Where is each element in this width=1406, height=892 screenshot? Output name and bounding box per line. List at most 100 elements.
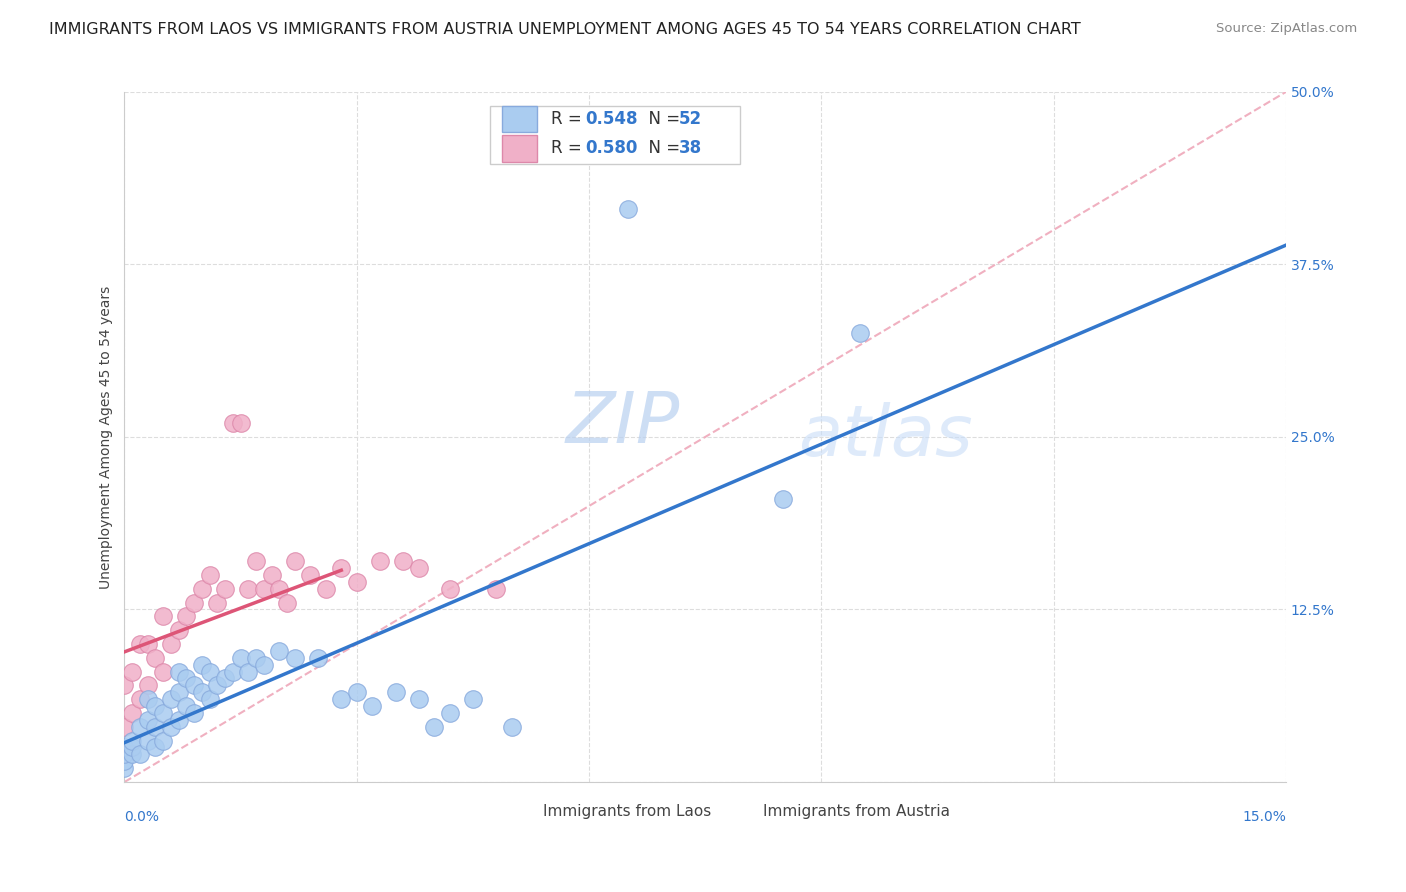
Text: 0.0%: 0.0% xyxy=(125,810,159,823)
Point xyxy=(408,692,430,706)
Point xyxy=(121,665,143,679)
FancyBboxPatch shape xyxy=(728,802,754,822)
FancyBboxPatch shape xyxy=(491,105,740,164)
Point xyxy=(368,554,391,568)
Point xyxy=(136,692,159,706)
Text: ZIP: ZIP xyxy=(565,389,681,458)
Point xyxy=(284,650,307,665)
Point xyxy=(129,747,152,762)
Point xyxy=(501,720,523,734)
Point xyxy=(361,699,384,714)
Text: atlas: atlas xyxy=(799,402,973,472)
Point xyxy=(167,665,190,679)
Text: Immigrants from Laos: Immigrants from Laos xyxy=(543,805,711,819)
Point xyxy=(253,657,276,672)
Point xyxy=(160,720,183,734)
Point xyxy=(136,637,159,651)
Point xyxy=(191,582,214,596)
Point xyxy=(207,596,229,610)
Point xyxy=(207,678,229,692)
Point xyxy=(145,720,167,734)
Text: 52: 52 xyxy=(679,110,702,128)
Text: 15.0%: 15.0% xyxy=(1241,810,1286,823)
Point xyxy=(330,561,353,575)
Point xyxy=(260,568,283,582)
Point xyxy=(191,685,214,699)
Point xyxy=(315,582,337,596)
Point xyxy=(423,720,446,734)
Point xyxy=(176,699,198,714)
Text: 0.548: 0.548 xyxy=(586,110,638,128)
Y-axis label: Unemployment Among Ages 45 to 54 years: Unemployment Among Ages 45 to 54 years xyxy=(100,285,114,589)
Point xyxy=(152,733,174,747)
Point xyxy=(121,706,143,720)
Point xyxy=(121,747,143,762)
Point xyxy=(121,733,143,747)
Point xyxy=(114,754,136,768)
Point xyxy=(222,665,245,679)
Text: Source: ZipAtlas.com: Source: ZipAtlas.com xyxy=(1216,22,1357,36)
Point xyxy=(849,326,872,341)
Point xyxy=(160,637,183,651)
Point xyxy=(299,568,322,582)
Point xyxy=(129,692,152,706)
Point xyxy=(384,685,406,699)
FancyBboxPatch shape xyxy=(508,802,533,822)
Text: 38: 38 xyxy=(679,139,702,157)
Point xyxy=(121,740,143,755)
Point xyxy=(183,596,205,610)
Point xyxy=(238,665,260,679)
Point xyxy=(253,582,276,596)
Point xyxy=(222,416,245,430)
Point xyxy=(183,706,205,720)
Point xyxy=(229,650,252,665)
Point xyxy=(129,637,152,651)
Point xyxy=(152,665,174,679)
Point xyxy=(191,657,214,672)
Point xyxy=(269,582,291,596)
Point xyxy=(269,644,291,658)
Point xyxy=(198,665,221,679)
Point xyxy=(160,692,183,706)
Point xyxy=(439,582,461,596)
Point xyxy=(245,650,267,665)
Text: R =: R = xyxy=(551,110,586,128)
Point xyxy=(176,609,198,624)
Point xyxy=(245,554,267,568)
Point xyxy=(114,678,136,692)
Point xyxy=(152,609,174,624)
Point xyxy=(284,554,307,568)
Text: N =: N = xyxy=(638,110,685,128)
Text: N =: N = xyxy=(638,139,685,157)
Point xyxy=(238,582,260,596)
Point xyxy=(129,720,152,734)
Point xyxy=(145,740,167,755)
Point xyxy=(408,561,430,575)
Point xyxy=(346,574,368,589)
Point xyxy=(136,713,159,727)
Point xyxy=(152,706,174,720)
Point xyxy=(276,596,298,610)
Point xyxy=(176,672,198,686)
Point xyxy=(772,491,794,506)
Point xyxy=(198,568,221,582)
Point xyxy=(114,761,136,775)
Point xyxy=(439,706,461,720)
Point xyxy=(114,747,136,762)
Point xyxy=(485,582,508,596)
Point xyxy=(114,720,136,734)
Point xyxy=(167,685,190,699)
Point xyxy=(114,747,136,762)
Text: 0.580: 0.580 xyxy=(586,139,638,157)
Point xyxy=(617,202,640,217)
Point xyxy=(183,678,205,692)
Point xyxy=(461,692,484,706)
Point xyxy=(229,416,252,430)
Point xyxy=(392,554,415,568)
Point xyxy=(136,733,159,747)
FancyBboxPatch shape xyxy=(502,106,537,132)
Point xyxy=(346,685,368,699)
Point xyxy=(214,582,236,596)
Point xyxy=(167,713,190,727)
Point xyxy=(145,699,167,714)
